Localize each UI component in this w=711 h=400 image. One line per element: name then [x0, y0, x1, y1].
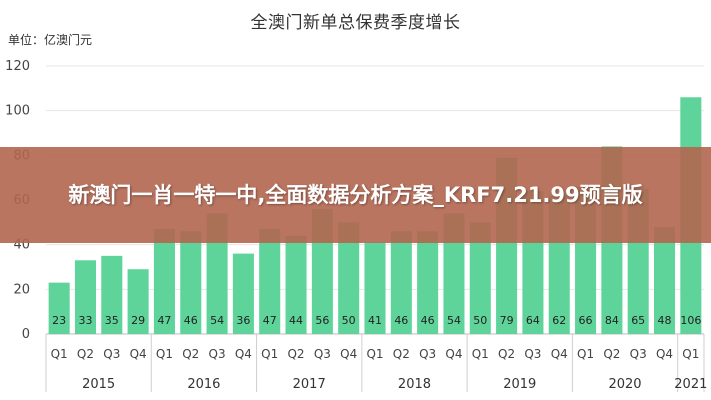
x-tick-label: Q1 [682, 347, 699, 361]
data-label: 33 [78, 314, 92, 327]
data-label: 47 [263, 314, 277, 327]
data-label: 46 [421, 314, 435, 327]
x-tick-label: Q1 [156, 347, 173, 361]
x-tick-label: Q3 [103, 347, 120, 361]
data-label: 50 [473, 314, 487, 327]
x-tick-label: Q1 [366, 347, 383, 361]
data-label: 66 [579, 314, 593, 327]
data-label: 35 [105, 314, 119, 327]
bar [48, 282, 70, 334]
bar [653, 226, 676, 334]
data-label: 54 [210, 314, 224, 327]
data-label: 56 [315, 314, 329, 327]
x-tick-label: Q2 [603, 347, 620, 361]
x-tick-label: Q2 [393, 347, 410, 361]
x-tick-label: Q1 [261, 347, 278, 361]
data-label: 29 [131, 314, 145, 327]
x-tick-label: Q3 [314, 347, 331, 361]
year-label: 2020 [608, 377, 641, 392]
year-label: 2016 [187, 377, 220, 392]
bar [285, 235, 307, 334]
data-label: 46 [184, 314, 198, 327]
bar [469, 222, 491, 334]
data-label: 64 [526, 314, 540, 327]
x-tick-label: Q4 [551, 347, 568, 361]
x-tick-label: Q2 [182, 347, 199, 361]
bar [153, 229, 175, 334]
data-label: 41 [368, 314, 382, 327]
data-label: 84 [605, 314, 619, 327]
x-tick-label: Q3 [419, 347, 436, 361]
bar [101, 255, 123, 334]
bar [417, 231, 439, 334]
chart-title: 全澳门新单总保费季度增长 [250, 13, 461, 33]
year-label: 2017 [293, 377, 326, 392]
data-label: 50 [342, 314, 356, 327]
bar [338, 222, 360, 334]
headline-banner: 新澳门一肖一特一中,全面数据分析方案_KRF7.21.99预言版 [0, 147, 711, 243]
year-label: 2019 [503, 377, 536, 392]
x-tick-label: Q1 [577, 347, 594, 361]
bar [390, 231, 412, 334]
data-label: 46 [394, 314, 408, 327]
bar [232, 253, 254, 334]
year-label: 2015 [82, 377, 115, 392]
data-label: 48 [658, 314, 672, 327]
x-tick-label: Q2 [498, 347, 515, 361]
x-tick-label: Q4 [235, 347, 252, 361]
bar [364, 242, 386, 334]
y-tick-label: 100 [5, 104, 30, 119]
data-label: 79 [500, 314, 514, 327]
x-tick-label: Q2 [287, 347, 304, 361]
headline-text: 新澳门一肖一特一中,全面数据分析方案_KRF7.21.99预言版 [68, 183, 643, 207]
bar [206, 213, 228, 334]
x-tick-label: Q4 [656, 347, 673, 361]
unit-label: 单位：亿澳门元 [8, 33, 93, 47]
bar [180, 231, 202, 334]
x-tick-label: Q1 [472, 347, 489, 361]
data-label: 106 [680, 314, 701, 327]
y-tick-label: 120 [5, 59, 30, 74]
year-label: 2021 [674, 377, 707, 392]
x-tick-label: Q3 [209, 347, 226, 361]
bar [443, 213, 465, 334]
x-tick-label: Q4 [445, 347, 462, 361]
data-label: 36 [236, 314, 250, 327]
data-label: 65 [631, 314, 645, 327]
y-tick-label: 20 [13, 282, 30, 297]
data-label: 44 [289, 314, 303, 327]
x-tick-label: Q4 [340, 347, 357, 361]
x-tick-label: Q3 [524, 347, 541, 361]
data-label: 23 [52, 314, 66, 327]
bar [259, 229, 281, 334]
x-tick-label: Q1 [51, 347, 68, 361]
data-label: 62 [552, 314, 566, 327]
year-label: 2018 [398, 377, 431, 392]
y-tick-label: 0 [22, 327, 30, 342]
data-label: 47 [157, 314, 171, 327]
bar [127, 269, 149, 334]
x-tick-label: Q2 [77, 347, 94, 361]
data-label: 54 [447, 314, 461, 327]
x-tick-label: Q3 [630, 347, 647, 361]
x-tick-label: Q4 [130, 347, 147, 361]
bar [74, 260, 97, 334]
